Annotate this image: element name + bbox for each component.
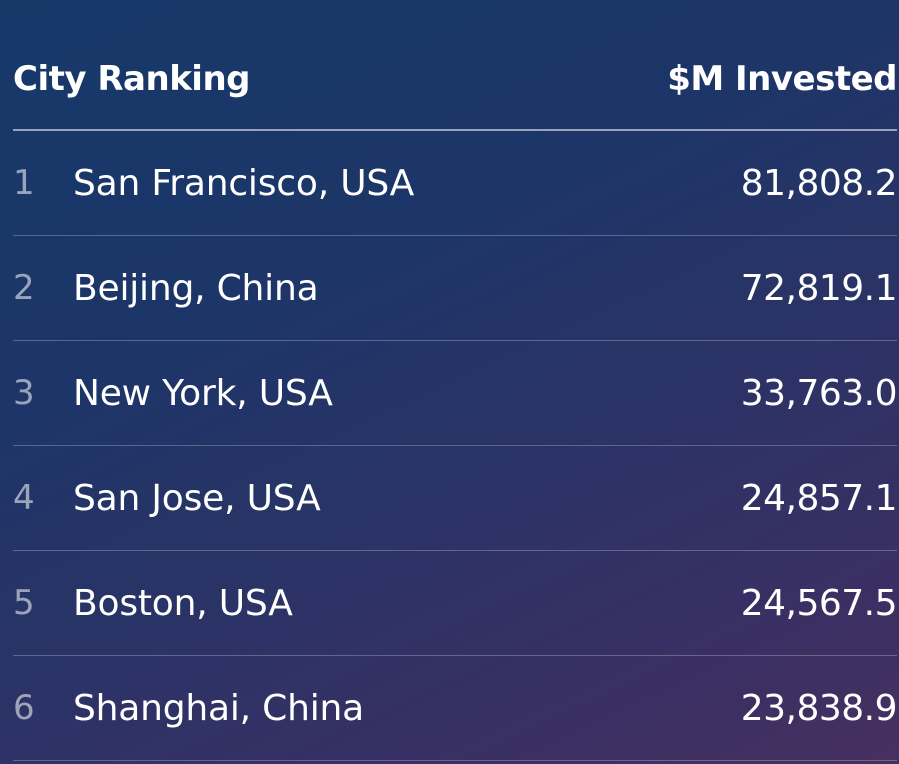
column-header-invested: $M Invested: [667, 58, 897, 99]
table-row: 1 San Francisco, USA 81,808.2: [13, 131, 898, 236]
table-row: 2 Beijing, China 72,819.1: [13, 236, 898, 341]
table-row: 5 Boston, USA 24,567.5: [13, 551, 898, 656]
city-name: Boston, USA: [73, 582, 293, 624]
invested-value: 23,838.9: [740, 687, 898, 729]
city-ranking-table: City Ranking $M Invested 1 San Francisco…: [13, 28, 898, 761]
invested-value: 33,763.0: [740, 372, 898, 414]
invested-value: 24,567.5: [740, 582, 898, 624]
city-name: Shanghai, China: [73, 687, 364, 729]
city-name: San Francisco, USA: [73, 162, 415, 204]
city-name: New York, USA: [73, 372, 333, 414]
rank-number: 3: [13, 373, 35, 413]
rank-number: 6: [13, 688, 35, 728]
invested-value: 72,819.1: [740, 267, 898, 309]
table-row: 6 Shanghai, China 23,838.9: [13, 656, 898, 761]
table-row: 4 San Jose, USA 24,857.1: [13, 446, 898, 551]
rank-number: 2: [13, 268, 35, 308]
rank-number: 1: [13, 163, 35, 203]
column-header-city: City Ranking: [13, 58, 251, 99]
rank-number: 4: [13, 478, 35, 518]
city-name: San Jose, USA: [73, 477, 321, 519]
table-header: City Ranking $M Invested: [13, 28, 897, 131]
rank-number: 5: [13, 583, 35, 623]
table-row: 3 New York, USA 33,763.0: [13, 341, 898, 446]
invested-value: 81,808.2: [740, 162, 898, 204]
city-name: Beijing, China: [73, 267, 319, 309]
invested-value: 24,857.1: [740, 477, 898, 519]
